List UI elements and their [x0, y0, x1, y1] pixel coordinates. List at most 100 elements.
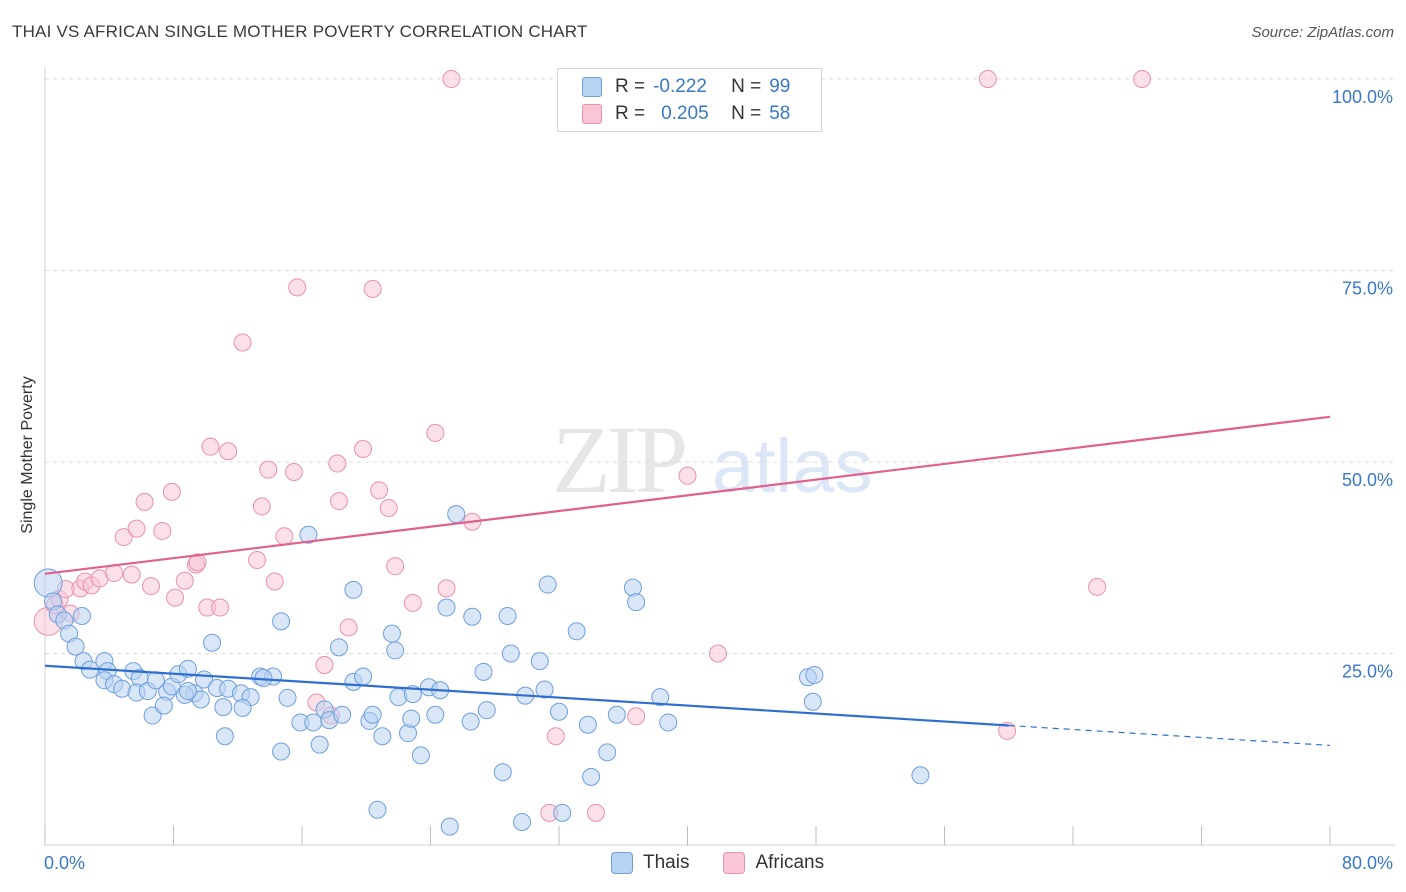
africans-point — [315, 655, 334, 674]
africans-point — [252, 497, 271, 516]
africans-point — [339, 618, 358, 637]
thais-point — [513, 813, 532, 832]
series-legend-africans: Africans — [723, 852, 824, 874]
africans-point — [248, 551, 267, 570]
thais-point — [463, 607, 482, 626]
africans-point — [1133, 70, 1152, 88]
africans-point — [1088, 577, 1107, 596]
africans-point — [627, 707, 646, 726]
series-label-thais: Thais — [643, 852, 690, 873]
legend-n-label: N = — [731, 103, 762, 124]
thais-point — [805, 665, 824, 684]
series-swatch-africans — [723, 852, 746, 874]
series-swatch-thais — [611, 852, 633, 874]
thais-point — [72, 606, 91, 625]
africans-point — [709, 644, 728, 663]
y-tick-label: 25.0% — [1342, 662, 1393, 682]
thais-point — [493, 763, 512, 782]
thais-point — [447, 505, 466, 524]
thais-trend-line — [44, 664, 1009, 727]
thais-point — [474, 662, 493, 681]
africans-point — [166, 588, 185, 607]
source-credit: Source: ZipAtlas.com — [1251, 24, 1394, 41]
legend-row-africans: R = 0.205 N = 58 — [582, 102, 790, 126]
africans-point — [363, 279, 382, 298]
africans-point — [188, 553, 207, 572]
legend-r-label: R = — [615, 103, 646, 124]
x-tick-label: 0.0% — [44, 853, 85, 873]
thais-point — [803, 692, 822, 711]
thais-point — [344, 580, 363, 599]
africans-point — [379, 498, 398, 517]
thais-point — [461, 712, 480, 731]
africans-point — [275, 527, 294, 546]
thais-point — [623, 578, 642, 597]
africans-point — [153, 521, 172, 540]
africans-point — [284, 462, 303, 481]
thais-point — [215, 727, 234, 746]
thais-series — [33, 505, 930, 836]
africans-point — [546, 727, 565, 746]
legend-n-value-thais: 99 — [769, 76, 791, 97]
thais-point — [154, 696, 173, 715]
africans-point — [211, 598, 230, 617]
africans-point — [114, 528, 133, 547]
thais-point — [329, 638, 348, 657]
thais-point — [178, 682, 197, 701]
thais-point — [278, 688, 297, 707]
thais-point — [178, 659, 197, 678]
thais-point — [911, 766, 930, 785]
legend-swatch-africans — [582, 104, 602, 124]
legend-n-label: N = — [731, 76, 762, 97]
africans-point — [328, 454, 347, 473]
africans-point — [370, 481, 389, 500]
africans-point — [233, 333, 252, 352]
africans-point — [329, 492, 348, 511]
thais-point — [437, 598, 456, 617]
africans-point — [678, 466, 697, 485]
y-tick-label: 50.0% — [1342, 470, 1393, 490]
africans-point — [426, 423, 445, 442]
africans-trend-line — [44, 415, 1331, 575]
correlation-legend: R = -0.222 N = 99 R = 0.205 N = 58 — [557, 68, 822, 132]
thais-point — [299, 525, 318, 544]
thais-point — [651, 688, 670, 707]
thais-point — [143, 706, 162, 725]
thais-point — [567, 622, 586, 641]
africans-point — [437, 579, 456, 598]
africans-point — [122, 565, 141, 584]
africans-point — [586, 803, 605, 822]
africans-point — [162, 482, 181, 501]
thais-point — [553, 803, 572, 822]
legend-swatch-thais — [582, 77, 602, 97]
africans-point — [998, 721, 1017, 740]
thais-point — [214, 698, 233, 717]
tick-labels: 25.0% 50.0% 75.0% 100.0% 0.0% 80.0% — [44, 87, 1393, 873]
series-label-africans: Africans — [755, 852, 825, 873]
axes — [44, 67, 1395, 846]
thais-point — [598, 743, 617, 762]
thais-point — [477, 701, 496, 720]
x-tick-label: 80.0% — [1342, 853, 1393, 873]
legend-row-thais: R = -0.222 N = 99 — [582, 75, 790, 99]
africans-point — [201, 437, 220, 456]
thais-point — [538, 575, 557, 594]
thais-point — [659, 713, 678, 732]
watermark-zip: ZIP — [552, 406, 685, 513]
thais-point — [233, 698, 252, 717]
series-legend-thais: Thais — [611, 852, 689, 874]
thais-point — [426, 705, 445, 724]
y-tick-label: 75.0% — [1342, 279, 1393, 299]
gridlines — [45, 78, 1395, 654]
thais-point — [550, 702, 568, 721]
africans-point — [978, 70, 997, 88]
africans-point — [127, 519, 146, 538]
trend-lines — [44, 415, 1331, 747]
thais-point — [501, 644, 520, 663]
thais-point — [578, 715, 597, 734]
legend-r-label: R = — [615, 76, 646, 97]
thais-point — [333, 705, 352, 724]
africans-point — [175, 571, 194, 590]
thais-point — [411, 746, 430, 765]
